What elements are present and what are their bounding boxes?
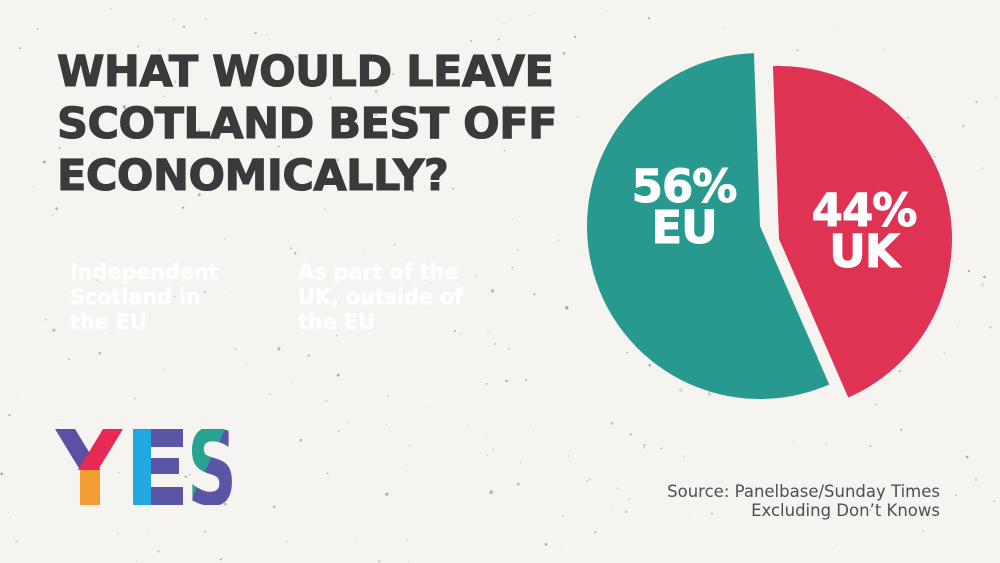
source-note: Source: Panelbase/Sunday Times Excluding…	[667, 482, 940, 520]
logo-s-letter: S	[187, 429, 237, 505]
legend-item-uk: As part of the UK, outside of the EU	[298, 260, 464, 335]
pie-label-eu: 56% EU	[631, 164, 738, 254]
logo-e-arm-top	[151, 429, 183, 447]
legend: Independent Scotland in the EU As part o…	[55, 247, 512, 384]
source-line-1: Source: Panelbase/Sunday Times	[667, 482, 940, 501]
logo-e-arm-middle	[151, 458, 179, 474]
title-line-3: ECONOMICALLY?	[56, 150, 449, 201]
logo-e-arm-bottom	[151, 487, 183, 505]
legend-item-eu: Independent Scotland in the EU	[70, 260, 219, 335]
pie-label-uk: 44% UK	[811, 188, 918, 278]
title-line-1: WHAT WOULD LEAVE	[56, 46, 554, 97]
pie-label-uk-name: UK	[829, 225, 900, 278]
pie-label-eu-name: EU	[651, 201, 718, 254]
source-line-2: Excluding Don’t Knows	[751, 501, 940, 520]
logo-y-stem	[80, 467, 100, 505]
yes-logo: S	[55, 429, 237, 505]
page-title: WHAT WOULD LEAVE SCOTLAND BEST OFF ECONO…	[56, 46, 558, 202]
logo-e-bar	[133, 429, 151, 505]
title-line-2: SCOTLAND BEST OFF	[56, 98, 558, 149]
logo-y-right-arm	[78, 429, 123, 470]
